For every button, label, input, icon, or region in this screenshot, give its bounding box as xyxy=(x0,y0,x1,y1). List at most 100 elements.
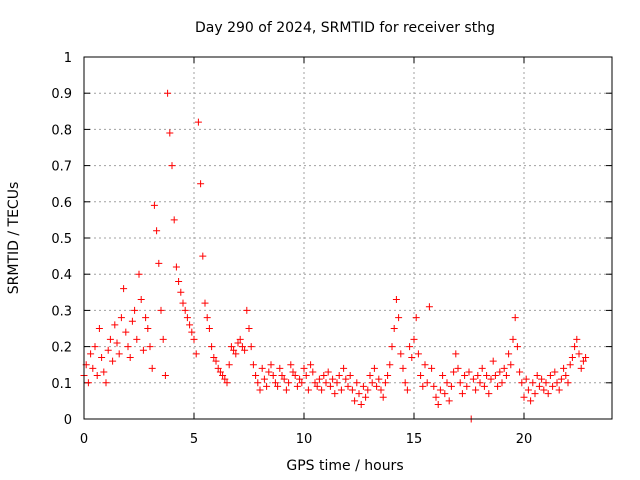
x-tick-label: 0 xyxy=(80,432,88,447)
data-point xyxy=(445,397,453,405)
data-point xyxy=(205,325,213,332)
data-point xyxy=(329,375,337,383)
data-point xyxy=(379,393,387,401)
data-point xyxy=(485,390,493,398)
data-point xyxy=(562,372,570,380)
data-point xyxy=(428,364,436,372)
data-point xyxy=(166,129,174,137)
data-point xyxy=(135,270,143,278)
data-point xyxy=(186,321,194,329)
data-point xyxy=(124,343,132,351)
data-point xyxy=(157,306,165,314)
data-point xyxy=(535,382,543,390)
data-point xyxy=(353,379,361,387)
data-point xyxy=(439,372,447,380)
data-point xyxy=(335,372,343,380)
data-point xyxy=(441,390,449,398)
data-point xyxy=(326,382,334,390)
data-point xyxy=(265,368,273,376)
data-point xyxy=(566,361,574,369)
chart-title: Day 290 of 2024, SRMTID for receiver sth… xyxy=(195,20,495,36)
data-point xyxy=(384,372,392,380)
data-point xyxy=(542,379,550,387)
data-point xyxy=(254,379,262,387)
data-point xyxy=(311,379,319,387)
data-point xyxy=(399,364,407,372)
data-point xyxy=(315,375,323,383)
data-point xyxy=(359,382,367,390)
data-point xyxy=(278,372,286,380)
data-point xyxy=(553,379,561,387)
data-point xyxy=(551,368,559,376)
data-point xyxy=(214,364,222,372)
y-tick-label: 1 xyxy=(64,51,72,66)
data-point xyxy=(258,364,266,372)
y-tick-label: 0.6 xyxy=(51,196,72,211)
data-point xyxy=(274,382,282,390)
data-point xyxy=(331,390,339,398)
data-point xyxy=(137,296,145,304)
data-point xyxy=(390,325,398,332)
y-tick-label: 0 xyxy=(64,413,72,428)
data-point xyxy=(351,397,359,405)
data-point xyxy=(221,375,229,383)
data-point xyxy=(434,401,442,409)
data-point xyxy=(252,372,260,380)
data-point xyxy=(188,328,196,336)
data-point xyxy=(109,357,117,365)
data-point xyxy=(183,314,191,322)
data-point xyxy=(579,357,587,365)
data-point xyxy=(324,368,332,376)
y-tick-label: 0.7 xyxy=(51,160,72,175)
data-point xyxy=(340,364,348,372)
data-point xyxy=(131,306,139,314)
data-point xyxy=(175,277,183,285)
y-tick-label: 0.3 xyxy=(51,304,72,319)
data-point xyxy=(538,375,546,383)
data-point xyxy=(247,343,255,351)
data-point xyxy=(430,382,438,390)
data-point xyxy=(573,335,581,343)
data-point xyxy=(487,375,495,383)
y-tick-label: 0.8 xyxy=(51,123,72,138)
data-point xyxy=(236,335,244,343)
data-point xyxy=(423,379,431,387)
data-point xyxy=(456,379,464,387)
data-point xyxy=(304,386,312,394)
data-point xyxy=(84,379,92,387)
data-point xyxy=(491,372,499,380)
data-point xyxy=(120,285,128,293)
data-point xyxy=(505,350,513,358)
data-point xyxy=(245,325,253,332)
data-point xyxy=(386,361,394,369)
data-point xyxy=(454,364,462,372)
data-point xyxy=(575,350,583,358)
data-point xyxy=(549,382,557,390)
data-point xyxy=(87,350,95,358)
data-point xyxy=(276,364,284,372)
data-point xyxy=(540,386,548,394)
data-point xyxy=(232,350,240,358)
data-point xyxy=(260,375,268,383)
data-point xyxy=(219,372,227,380)
data-point xyxy=(307,361,315,369)
data-point xyxy=(524,386,532,394)
data-point xyxy=(509,335,517,343)
data-point xyxy=(511,314,519,322)
data-point xyxy=(179,299,187,307)
data-point xyxy=(155,259,163,267)
data-point xyxy=(117,314,125,322)
data-point xyxy=(489,357,497,365)
data-point xyxy=(172,263,180,271)
data-point xyxy=(203,314,211,322)
data-point xyxy=(546,372,554,380)
data-point xyxy=(522,375,530,383)
data-point xyxy=(463,382,471,390)
data-point xyxy=(269,372,277,380)
data-point xyxy=(577,364,585,372)
data-point xyxy=(263,382,271,390)
y-tick-label: 0.2 xyxy=(51,341,72,356)
data-point xyxy=(443,379,451,387)
data-point xyxy=(474,372,482,380)
